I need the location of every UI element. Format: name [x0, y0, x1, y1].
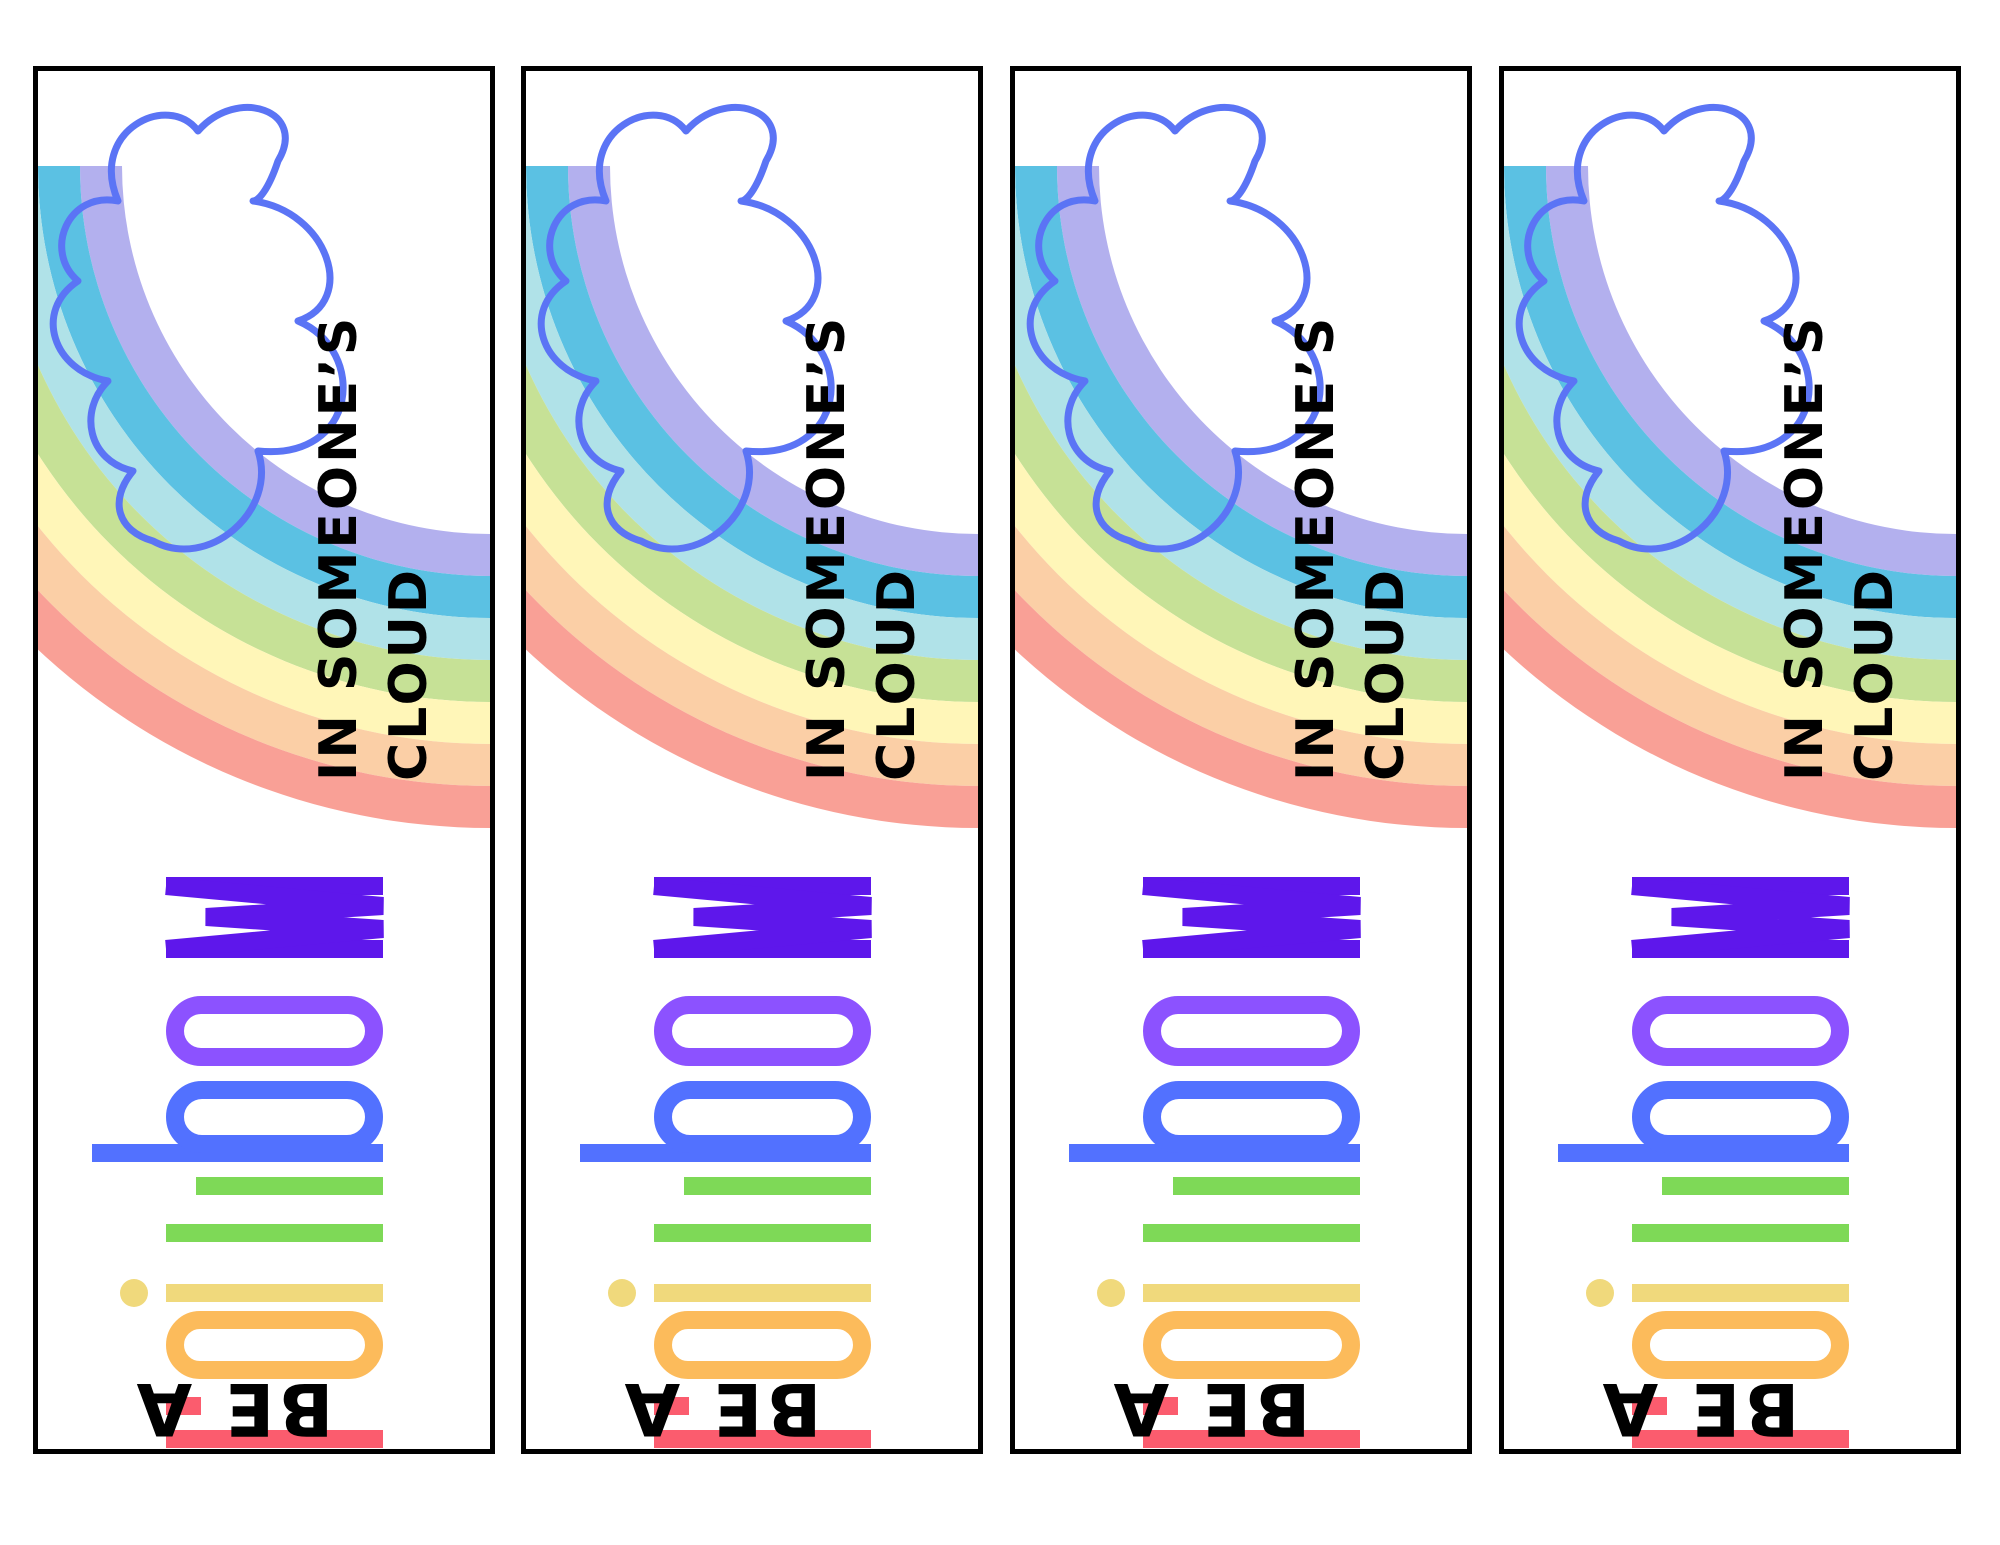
rainbow-band — [568, 166, 978, 576]
rainbow-band — [1015, 365, 1467, 702]
rainbow-arc — [1504, 166, 1956, 828]
rainbow-word — [92, 877, 384, 1448]
rainbow-band — [526, 526, 978, 786]
rainbow-band — [1504, 365, 1956, 702]
rainbow-band — [1015, 166, 1467, 618]
bookmark-artwork — [1504, 104, 1956, 1448]
rainbow-band — [526, 590, 978, 828]
rainbow-band — [80, 166, 490, 576]
tagline-line-2: CLOUD — [867, 566, 927, 781]
be-a-label: BE A — [1598, 1367, 1800, 1451]
cloud-icon — [537, 104, 835, 553]
rainbow-word — [580, 877, 872, 1448]
letter-b — [1632, 1081, 1849, 1153]
rainbow-band — [526, 166, 978, 618]
letter-w — [165, 877, 384, 958]
rainbow-band — [1057, 166, 1467, 576]
letter-a — [654, 1311, 871, 1379]
tagline: IN SOMEONE’S CLOUD — [1770, 141, 1910, 781]
cloud-icon — [1026, 104, 1324, 553]
letter-a — [1143, 1311, 1360, 1379]
letter-b — [166, 1081, 383, 1153]
bookmark-3: IN SOMEONE’S CLOUD BE A — [1010, 66, 1472, 1454]
rainbow-band — [38, 166, 490, 618]
cloud-icon — [1515, 104, 1813, 553]
tagline-line-1: IN SOMEONE’S — [309, 314, 369, 781]
tagline-line-2: CLOUD — [1356, 566, 1416, 781]
letter-a — [166, 1311, 383, 1379]
tagline-line-1: IN SOMEONE’S — [797, 314, 857, 781]
letter-w — [1142, 877, 1361, 958]
rainbow-band — [1504, 166, 1956, 618]
rainbow-band — [526, 166, 978, 660]
tagline-line-1: IN SOMEONE’S — [1286, 314, 1346, 781]
rainbow-word — [1558, 877, 1850, 1448]
rainbow-band — [38, 365, 490, 702]
letter-w — [1631, 877, 1850, 958]
be-a-label: BE A — [132, 1367, 334, 1451]
letter-w — [653, 877, 872, 958]
letter-b — [1143, 1081, 1360, 1153]
rainbow-band — [1015, 526, 1467, 786]
letter-i-dot — [608, 1279, 636, 1307]
bookmark-4: IN SOMEONE’S CLOUD BE A — [1499, 66, 1961, 1454]
rainbow-band — [38, 166, 490, 660]
letter-i-dot — [120, 1279, 148, 1307]
rainbow-band — [1504, 166, 1956, 660]
bookmark-artwork — [526, 104, 978, 1448]
bookmark-1: IN SOMEONE’S CLOUD BE A — [33, 66, 495, 1454]
tagline: IN SOMEONE’S CLOUD — [1281, 141, 1421, 781]
rainbow-band — [1504, 590, 1956, 828]
letter-o — [166, 996, 383, 1066]
rainbow-arc — [38, 166, 490, 828]
rainbow-band — [1015, 454, 1467, 744]
tagline: IN SOMEONE’S CLOUD — [792, 141, 932, 781]
bookmark-artwork — [1015, 104, 1467, 1448]
rainbow-band — [526, 454, 978, 744]
tagline-line-2: CLOUD — [1845, 566, 1905, 781]
letter-o — [1632, 996, 1849, 1066]
rainbow-band — [38, 454, 490, 744]
be-a-label: BE A — [620, 1367, 822, 1451]
rainbow-band — [1015, 166, 1467, 660]
rainbow-band — [1015, 590, 1467, 828]
rainbow-band — [1504, 454, 1956, 744]
letter-i-dot — [1097, 1279, 1125, 1307]
cloud-icon — [49, 104, 347, 553]
be-a-label: BE A — [1109, 1367, 1311, 1451]
letter-b — [654, 1081, 871, 1153]
rainbow-arc — [1015, 166, 1467, 828]
tagline-line-1: IN SOMEONE’S — [1775, 314, 1835, 781]
bookmark-artwork — [38, 104, 490, 1448]
rainbow-band — [526, 365, 978, 702]
tagline-line-2: CLOUD — [379, 566, 439, 781]
letter-i-dot — [1586, 1279, 1614, 1307]
tagline: IN SOMEONE’S CLOUD — [304, 141, 444, 781]
rainbow-word — [1069, 877, 1361, 1448]
letter-o — [1143, 996, 1360, 1066]
letter-a — [1632, 1311, 1849, 1379]
bookmark-2: IN SOMEONE’S CLOUD BE A — [521, 66, 983, 1454]
letter-o — [654, 996, 871, 1066]
rainbow-band — [1546, 166, 1956, 576]
rainbow-arc — [526, 166, 978, 828]
rainbow-band — [1504, 526, 1956, 786]
rainbow-band — [38, 526, 490, 786]
rainbow-band — [38, 590, 490, 828]
